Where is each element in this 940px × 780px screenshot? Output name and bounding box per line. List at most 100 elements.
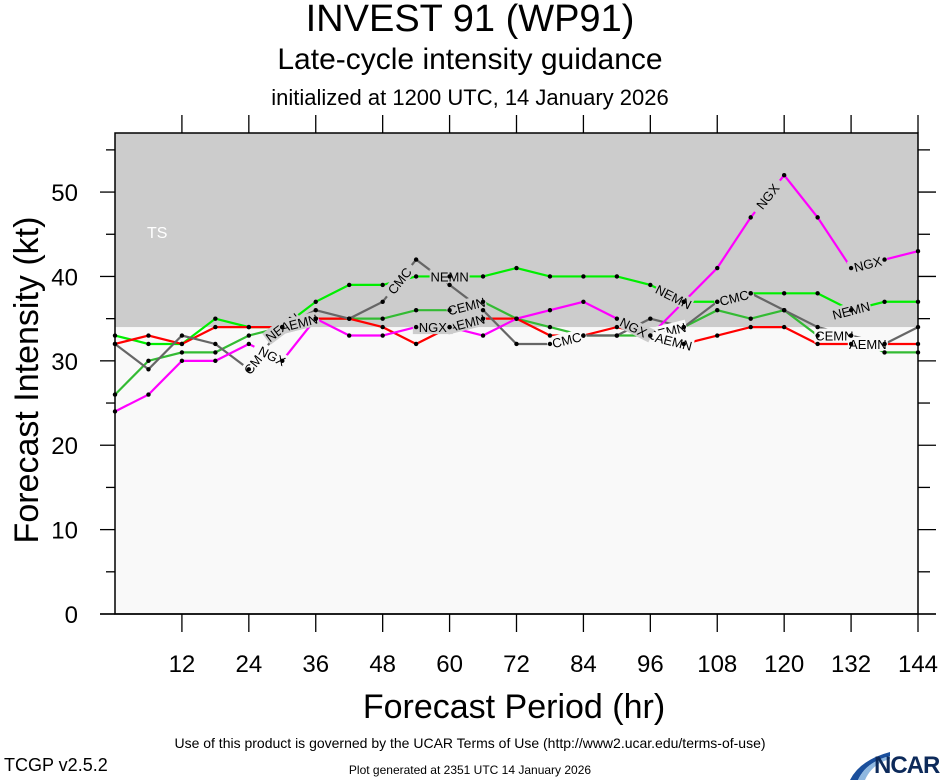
data-point-ngx [547, 308, 553, 313]
data-point-cmc [848, 333, 854, 338]
data-point-nemn [848, 308, 854, 313]
series-label-gap [612, 311, 655, 343]
below-ts-region [115, 327, 918, 614]
data-point-aemn [380, 324, 385, 330]
data-point-ngx [781, 172, 787, 178]
data-point-nemn [514, 265, 519, 271]
data-point-nemn [815, 291, 820, 296]
series-label-gap [412, 320, 453, 335]
data-point-nemn [447, 274, 452, 279]
x-tick-label: 72 [503, 651, 530, 678]
data-point-ngx [313, 316, 318, 321]
x-tick-label: 48 [369, 651, 396, 678]
data-point-aemn [146, 333, 151, 338]
data-point-cmc [715, 299, 720, 304]
series-label-gap [846, 252, 889, 276]
data-point-ngx [447, 324, 452, 330]
data-point-cemn [715, 308, 720, 313]
data-point-nemn [213, 316, 218, 321]
ts-band [115, 133, 918, 328]
y-tick-label: 0 [65, 602, 78, 629]
data-point-ngx [179, 358, 185, 364]
ncar-logo-text: NCAR [874, 752, 940, 779]
data-point-ngx [614, 316, 620, 321]
x-tick-label: 120 [764, 651, 804, 678]
data-point-aemn [179, 341, 185, 347]
data-point-nemn [146, 341, 151, 347]
x-tick-label: 12 [169, 651, 196, 678]
series-label-gap [277, 311, 321, 335]
series-label-gap [381, 260, 418, 301]
data-point-nemn [347, 282, 352, 288]
series-label-gap [749, 176, 786, 217]
series-label-gap [712, 285, 756, 310]
y-tick-label: 30 [51, 349, 78, 376]
data-point-cmc [347, 316, 352, 321]
data-point-nemn [413, 274, 419, 279]
x-tick-label: 24 [235, 651, 262, 678]
ncar-logo-icon [850, 752, 890, 780]
data-point-cmc [313, 308, 318, 313]
init-time: initialized at 1200 UTC, 14 January 2026 [271, 85, 669, 110]
series-label-gap [847, 336, 888, 351]
data-point-aemn [547, 333, 553, 338]
data-point-ngx [280, 358, 285, 364]
data-point-nemn [581, 274, 586, 279]
x-tick-label: 84 [570, 651, 597, 678]
data-point-cmc [815, 324, 820, 330]
data-point-aemn [246, 324, 252, 330]
chart-title: INVEST 91 (WP91) [305, 0, 635, 40]
series-label-ngx: NGX [852, 253, 883, 275]
data-point-ngx [681, 299, 686, 304]
ts-band-label: TS [147, 225, 167, 242]
data-point-cemn [748, 316, 753, 321]
data-point-ngx [413, 324, 419, 330]
data-point-cmc [581, 333, 586, 338]
series-label-aemn: AEMN [849, 337, 887, 352]
data-point-ngx [480, 333, 486, 338]
data-point-cmc [179, 333, 185, 338]
data-point-cemn [480, 299, 486, 304]
x-tick-label: 60 [436, 651, 463, 678]
data-point-cemn [815, 333, 820, 338]
data-point-nemn [313, 299, 318, 304]
data-point-cmc [246, 367, 252, 372]
data-point-ngx [648, 333, 653, 338]
data-point-nemn [648, 282, 653, 288]
data-point-ngx [815, 215, 820, 220]
data-point-aemn [815, 341, 820, 347]
data-point-cmc [882, 341, 887, 347]
data-point-cmc [748, 291, 753, 296]
data-point-cmc [413, 257, 419, 262]
data-point-nemn [480, 274, 486, 279]
data-point-ngx [748, 215, 753, 220]
data-point-ngx [380, 333, 385, 338]
x-axis-label: Forecast Period (hr) [363, 688, 665, 726]
x-tick-label: 96 [637, 651, 664, 678]
data-point-cmc [614, 333, 620, 338]
data-point-nemn [882, 299, 887, 304]
data-point-aemn [748, 324, 753, 330]
data-point-cmc [781, 308, 787, 313]
data-point-cemn [246, 333, 252, 338]
data-point-cemn [882, 350, 887, 355]
data-point-cmc [146, 367, 151, 372]
y-axis-label: Forecast Intensity (kt) [8, 217, 46, 544]
data-point-cmc [213, 341, 218, 347]
x-tick-label: 132 [831, 651, 871, 678]
y-tick-label: 40 [51, 264, 78, 291]
data-point-cemn [179, 350, 185, 355]
data-point-cemn [547, 324, 553, 330]
series-label-ngx: NGX [419, 320, 448, 335]
y-tick-label: 20 [51, 433, 78, 460]
data-point-nemn [614, 274, 620, 279]
data-point-aemn [213, 324, 218, 330]
data-point-cmc [681, 324, 686, 330]
series-label-cmc: CMC [718, 287, 750, 309]
y-tick-label: 50 [51, 180, 78, 207]
series-label-gap [251, 340, 294, 372]
data-point-cemn [380, 316, 385, 321]
chart-subtitle: Late-cycle intensity guidance [277, 43, 663, 76]
series-label-gap [445, 294, 488, 318]
data-point-cmc [480, 308, 486, 313]
